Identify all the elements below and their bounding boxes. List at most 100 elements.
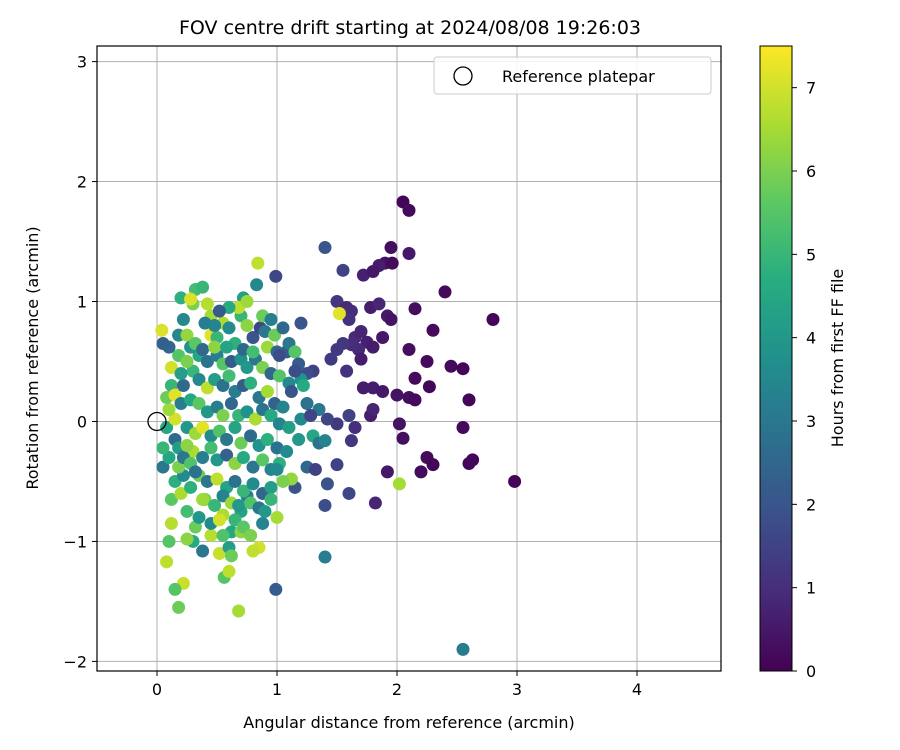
scatter-point [380, 465, 394, 479]
scatter-point [216, 378, 230, 392]
colorbar-tick-label: 4 [806, 329, 816, 348]
grid-lines [97, 46, 721, 671]
scatter-point [330, 417, 344, 431]
scatter-point [220, 432, 234, 446]
scatter-point [402, 203, 416, 217]
scatter-point [222, 369, 236, 383]
scatter-point [300, 396, 314, 410]
scatter-point [204, 528, 218, 542]
x-tick-label: 2 [392, 680, 402, 699]
scatter-point [342, 408, 356, 422]
y-tick-label: 3 [77, 53, 87, 72]
y-tick-label: 1 [77, 293, 87, 312]
scatter-point [270, 462, 284, 476]
scatter-point [162, 534, 176, 548]
scatter-point [270, 510, 284, 524]
scatter-point [222, 321, 236, 335]
scatter-point [180, 328, 194, 342]
scatter-point [408, 371, 422, 385]
scatter-point [320, 412, 334, 426]
scatter-point [284, 384, 298, 398]
scatter-point [174, 486, 188, 500]
scatter-point [248, 412, 262, 426]
scatter-point [156, 441, 170, 455]
colorbar-tick-label: 6 [806, 162, 816, 181]
legend: Reference platepar [433, 56, 712, 95]
scatter-point [196, 450, 210, 464]
scatter-point [192, 396, 206, 410]
colorbar-tick-label: 3 [806, 412, 816, 431]
scatter-point [354, 325, 368, 339]
scatter-point [228, 420, 242, 434]
scatter-point [348, 420, 362, 434]
scatter-point [162, 450, 176, 464]
scatter-point [208, 498, 222, 512]
scatter-point [292, 432, 306, 446]
scatter-point [196, 492, 210, 506]
scatter-point [184, 292, 198, 306]
scatter-point [408, 302, 422, 316]
scatter-point [168, 412, 182, 426]
scatter-point [264, 492, 278, 506]
scatter-point [174, 366, 188, 380]
scatter-point [156, 460, 170, 474]
colorbar-tick-label: 7 [806, 79, 816, 98]
scatter-point [176, 378, 190, 392]
x-tick-label: 1 [272, 680, 282, 699]
scatter-point [234, 436, 248, 450]
scatter-point [164, 516, 178, 530]
scatter-point [155, 323, 169, 337]
scatter-point [258, 504, 272, 518]
scatter-point [276, 400, 290, 414]
scatter-point [180, 438, 194, 452]
scatter-point [342, 313, 356, 327]
scatter-point [246, 331, 260, 345]
scatter-point [240, 360, 254, 374]
scatter-point [276, 321, 290, 335]
scatter-point [228, 474, 242, 488]
scatter-point [208, 319, 222, 333]
scatter-point [372, 297, 386, 311]
scatter-point [174, 291, 188, 305]
scatter-point [269, 582, 283, 596]
y-axis-ticks: −2 −1 0 1 2 3 [63, 53, 97, 671]
scatter-point [246, 477, 260, 491]
scatter-point [392, 477, 406, 491]
scatter-point [260, 432, 274, 446]
scatter-point [456, 362, 470, 376]
scatter-point [392, 417, 406, 431]
plot-area-frame [96, 45, 722, 672]
scatter-point [200, 405, 214, 419]
scatter-point [288, 364, 302, 378]
scatter-point [456, 642, 470, 656]
scatter-point [162, 402, 176, 416]
scatter-point [260, 340, 274, 354]
x-tick-label: 0 [152, 680, 162, 699]
colorbar [759, 45, 793, 672]
scatter-point [294, 316, 308, 330]
y-tick-label: −2 [63, 652, 87, 671]
scatter-point [318, 498, 332, 512]
scatter-point [456, 420, 470, 434]
scatter-point [196, 343, 210, 357]
scatter-point [180, 504, 194, 518]
scatter-point [426, 323, 440, 337]
y-tick-label: −1 [63, 532, 87, 551]
scatter-point [216, 528, 230, 542]
scatter-point [320, 477, 334, 491]
x-tick-label: 4 [632, 680, 642, 699]
scatter-point [192, 372, 206, 386]
scatter-point [438, 285, 452, 299]
scatter-point [426, 458, 440, 472]
scatter-point [180, 532, 194, 546]
chart-title: FOV centre drift starting at 2024/08/08 … [179, 17, 641, 39]
scatter-point [332, 307, 346, 321]
scatter-point [304, 408, 318, 422]
scatter-point [246, 345, 260, 359]
scatter-point [236, 484, 250, 498]
scatter-point [422, 380, 436, 394]
scatter-point [224, 549, 238, 563]
scatter-point [272, 349, 286, 363]
scatter-point [164, 492, 178, 506]
